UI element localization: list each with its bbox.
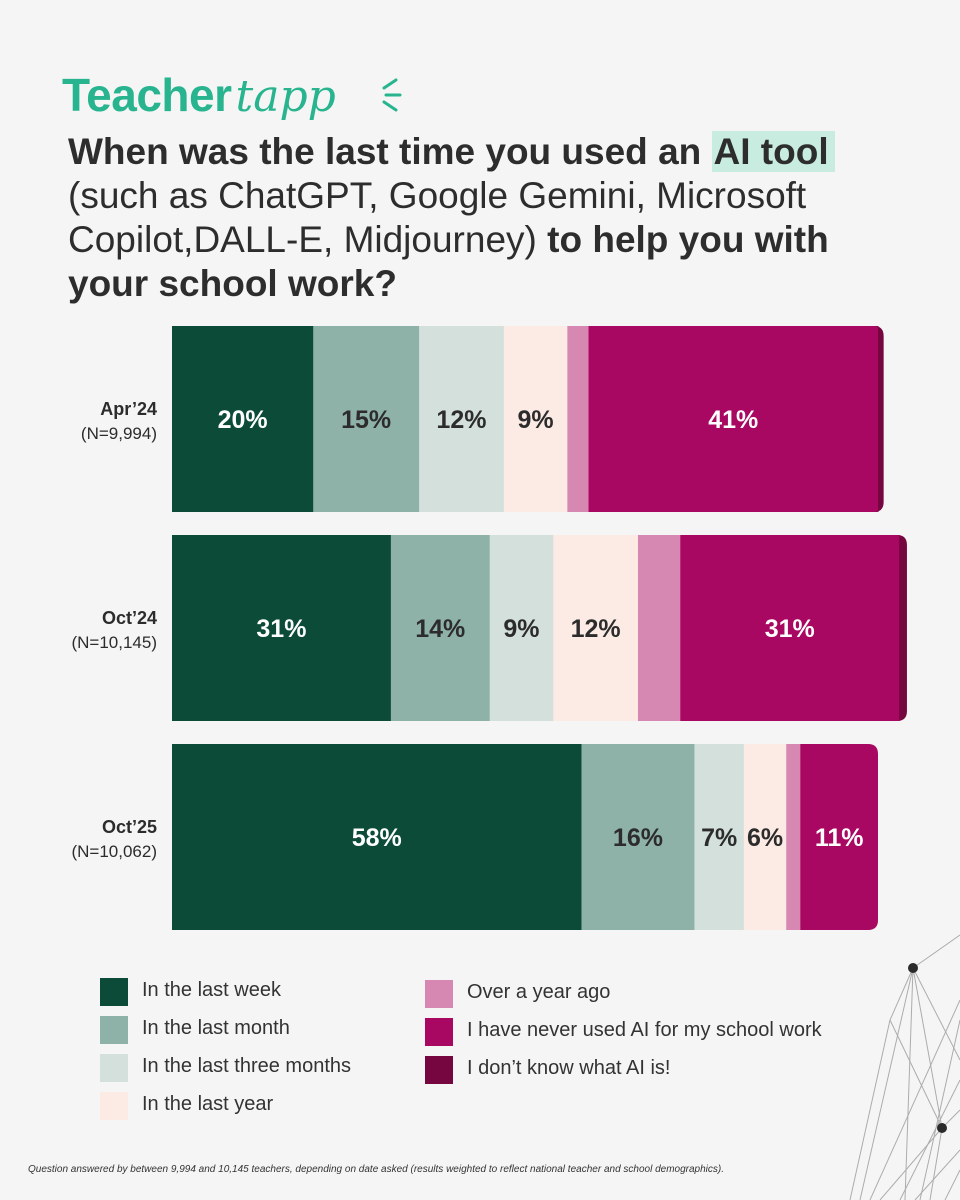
bar-segment — [694, 744, 745, 930]
bar-segment — [581, 744, 695, 930]
category-label: Oct’25 — [102, 817, 157, 837]
bar-segment — [637, 535, 681, 721]
bar-segment — [390, 535, 491, 721]
bar-segment — [800, 744, 878, 930]
legend-swatch — [425, 980, 453, 1008]
bar-segment — [172, 535, 392, 721]
category-sample-size: (N=10,145) — [71, 633, 157, 652]
title-part-2: (such as ChatGPT, Google Gemini, Microso… — [68, 175, 807, 260]
data-label: 7% — [701, 824, 737, 852]
data-label: 11% — [815, 824, 864, 852]
bar-segment — [743, 744, 787, 930]
data-label: 14% — [415, 615, 465, 643]
category-sample-size: (N=9,994) — [81, 424, 157, 443]
bar-segment — [172, 744, 582, 930]
chart-title: When was the last time you used an AI to… — [68, 130, 908, 306]
bar-segment — [489, 535, 554, 721]
legend-label: In the last year — [142, 1093, 274, 1115]
bar-segment — [680, 535, 900, 721]
logo-wordmark-teacher: Teacher — [62, 69, 232, 121]
bar-segment — [503, 326, 568, 512]
bar-segment — [873, 326, 884, 512]
bar-segment — [588, 326, 879, 512]
data-label: 9% — [518, 406, 554, 434]
bar-segment — [896, 535, 907, 721]
legend-swatch — [425, 1018, 453, 1046]
legend-label: Over a year ago — [467, 981, 611, 1003]
data-label: 41% — [708, 406, 758, 434]
legend-swatch — [100, 978, 128, 1006]
legend-swatch — [100, 1054, 128, 1082]
title-highlight: AI tool — [711, 131, 835, 172]
category-label: Apr’24 — [100, 399, 157, 419]
bar-segment — [553, 535, 639, 721]
legend-swatch — [100, 1016, 128, 1044]
footnote: Question answered by between 9,994 and 1… — [28, 1164, 725, 1175]
data-label: 20% — [218, 406, 268, 434]
legend-label: I don’t know what AI is! — [467, 1057, 671, 1079]
data-label: 31% — [256, 615, 306, 643]
logo-spark-icon — [382, 78, 402, 112]
teachertapp-logo: Teachertapp — [62, 68, 402, 122]
data-label: 12% — [436, 406, 486, 434]
legend-label: In the last month — [142, 1017, 290, 1039]
bar-segment — [786, 744, 801, 930]
legend-swatch — [100, 1092, 128, 1120]
legend-label: In the last week — [142, 979, 281, 1001]
bar-segment — [419, 326, 505, 512]
data-label: 9% — [503, 615, 539, 643]
data-label: 16% — [613, 824, 663, 852]
data-label: 6% — [747, 824, 783, 852]
stacked-bar-chart: Apr’24 (N=9,994) 20% 15% 12% 9% 41% Oct’24 (N=10… — [71, 326, 907, 930]
legend-swatch — [425, 1056, 453, 1084]
data-label: 31% — [765, 615, 815, 643]
data-label: 58% — [352, 824, 402, 852]
data-label: 15% — [341, 406, 391, 434]
title-part-1: When was the last time you used an — [68, 131, 712, 172]
bar-segment — [567, 326, 590, 512]
legend-label: In the last three months — [142, 1055, 352, 1077]
legend-label: I have never used AI for my school work — [467, 1019, 822, 1041]
category-label: Oct’24 — [102, 608, 157, 628]
bar-segment — [172, 326, 314, 512]
logo-wordmark-tapp: tapp — [235, 71, 336, 122]
data-label: 12% — [571, 615, 621, 643]
category-sample-size: (N=10,062) — [71, 842, 157, 861]
bar-segment — [313, 326, 420, 512]
title-part-3: to help you with your school work? — [68, 219, 829, 304]
